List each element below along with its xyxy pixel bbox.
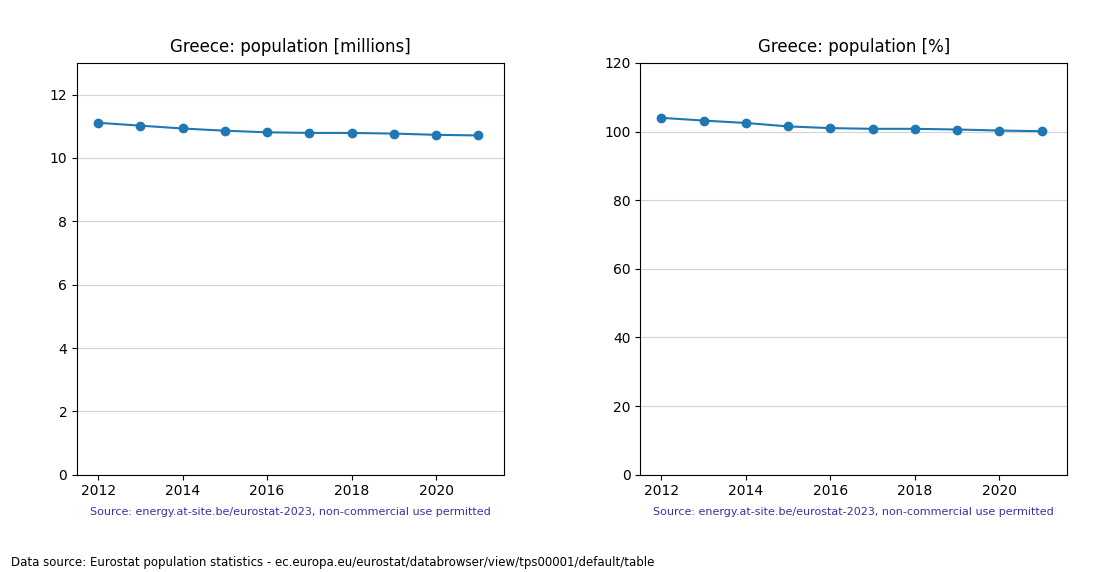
Title: Greece: population [millions]: Greece: population [millions]	[170, 38, 410, 56]
Text: Data source: Eurostat population statistics - ec.europa.eu/eurostat/databrowser/: Data source: Eurostat population statist…	[11, 556, 654, 569]
Title: Greece: population [%]: Greece: population [%]	[758, 38, 949, 56]
X-axis label: Source: energy.at-site.be/eurostat-2023, non-commercial use permitted: Source: energy.at-site.be/eurostat-2023,…	[90, 507, 491, 517]
X-axis label: Source: energy.at-site.be/eurostat-2023, non-commercial use permitted: Source: energy.at-site.be/eurostat-2023,…	[653, 507, 1054, 517]
